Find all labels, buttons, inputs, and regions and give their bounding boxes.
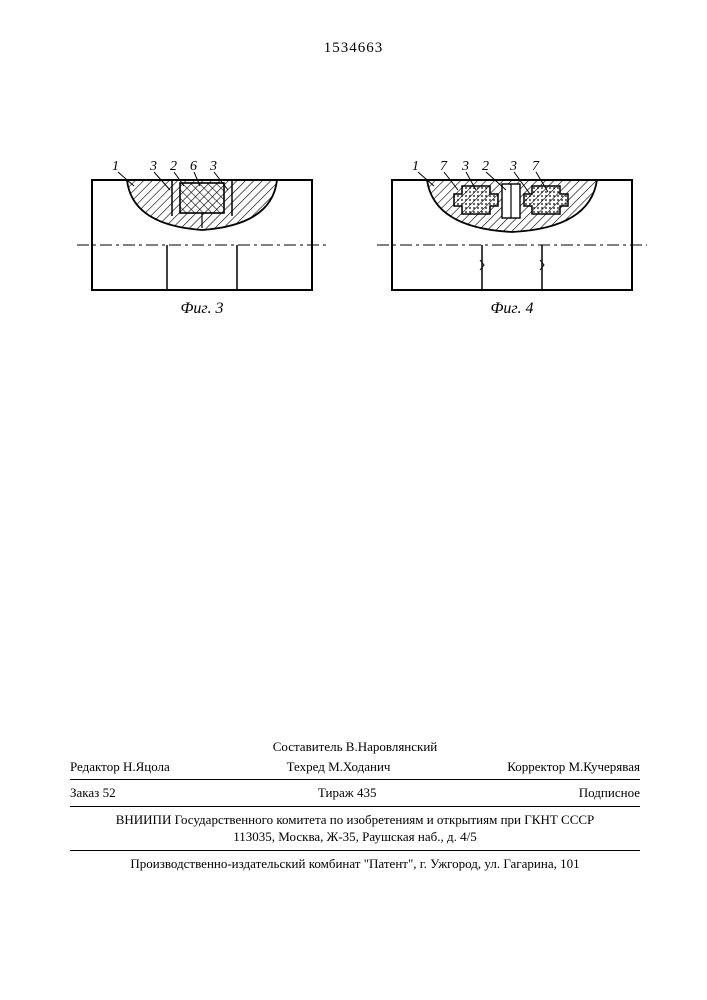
techred-name: М.Ходанич [328, 759, 390, 774]
editor-row: Редактор Н.Яцола Техред М.Ходанич Коррек… [70, 758, 640, 776]
fig4-label-3a: 3 [461, 159, 469, 174]
tirazh-no: 435 [357, 785, 377, 800]
fig4-label-3b: 3 [509, 159, 517, 174]
order-row: Заказ 52 Тираж 435 Подписное [70, 784, 640, 802]
order-label: Заказ [70, 785, 99, 800]
editor-label: Редактор [70, 759, 120, 774]
subscription: Подписное [579, 784, 640, 802]
fig3-label-2: 2 [170, 159, 177, 174]
editor-cell: Редактор Н.Яцола [70, 758, 170, 776]
corrector-cell: Корректор М.Кучерявая [507, 758, 640, 776]
corrector-label: Корректор [507, 759, 565, 774]
fig3-caption: Фиг. 3 [72, 300, 332, 318]
compiler-label: Составитель [273, 739, 343, 754]
separator-2 [70, 806, 640, 807]
patent-number: 1534663 [0, 40, 707, 57]
order-no: 52 [103, 785, 116, 800]
compiler-name: В.Наровлянский [346, 739, 437, 754]
fig3-label-3b: 3 [209, 159, 217, 174]
separator-3 [70, 850, 640, 851]
fig3-label-1: 1 [112, 159, 119, 174]
org-line: ВНИИПИ Государственного комитета по изоб… [70, 811, 640, 829]
org-addr: 113035, Москва, Ж-35, Раушская наб., д. … [70, 828, 640, 846]
fig4-label-1: 1 [412, 159, 419, 174]
order-cell: Заказ 52 [70, 784, 116, 802]
tirazh-label: Тираж [318, 785, 354, 800]
fig4-label-7a: 7 [440, 159, 448, 174]
fig4-caption: Фиг. 4 [372, 300, 652, 318]
separator-1 [70, 779, 640, 780]
page: 1534663 [0, 0, 707, 1000]
publisher: Производственно-издательский комбинат "П… [70, 855, 640, 873]
credits-block: Составитель В.Наровлянский Редактор Н.Яц… [70, 738, 640, 872]
editor-name: Н.Яцола [123, 759, 170, 774]
techred-cell: Техред М.Ходанич [287, 758, 391, 776]
fig4-label-7b: 7 [532, 159, 540, 174]
figures-area: 1 3 2 6 3 Фиг. 3 [72, 150, 642, 350]
fig3-label-6: 6 [190, 159, 197, 174]
tirazh-cell: Тираж 435 [318, 784, 377, 802]
techred-label: Техред [287, 759, 325, 774]
fig3-label-3a: 3 [149, 159, 157, 174]
fig4-label-2: 2 [482, 159, 489, 174]
corrector-name: М.Кучерявая [568, 759, 640, 774]
compiler-line: Составитель В.Наровлянский [70, 738, 640, 756]
